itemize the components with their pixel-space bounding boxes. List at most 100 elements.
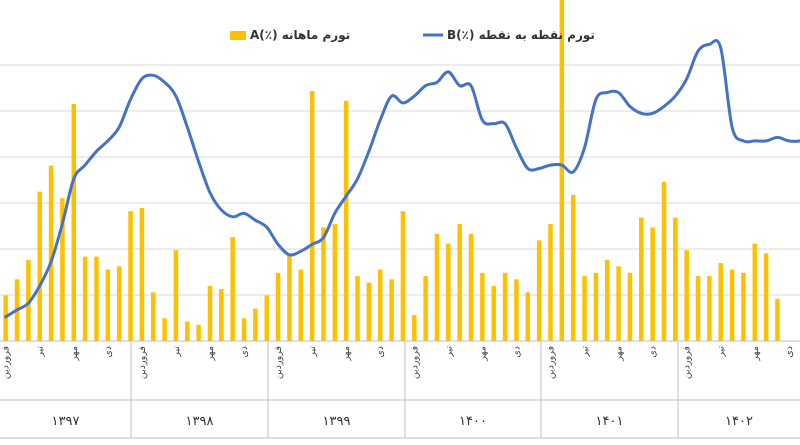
month-tick-label: دی [103,346,114,358]
monthly-inflation-bar [457,224,462,341]
monthly-inflation-bar [695,276,701,341]
year-label: ۱۴۰۱ [596,414,624,429]
legend-label-point-inflation: تورم نقطه به نقطه (٪)B [447,28,595,43]
monthly-inflation-bar [298,269,304,341]
monthly-inflation-bar [71,103,77,342]
legend-label-monthly-inflation: تورم ماهانه (٪)A [250,28,350,43]
monthly-inflation-bar [593,272,599,341]
point-inflation-line-layer [4,38,800,319]
monthly-inflation-bar [650,227,655,341]
monthly-inflation-bar [763,253,769,341]
month-tick-label: فروردین [1,346,12,379]
monthly-inflation-bar [616,266,621,341]
monthly-inflation-bar [604,259,610,341]
month-tick-label: مهر [69,346,80,362]
monthly-inflation-bar [389,279,394,341]
monthly-inflation-bar [94,256,99,341]
month-tick-label: تیر [443,346,454,358]
monthly-inflation-bar [185,321,190,341]
monthly-inflation-bar [514,279,519,341]
monthly-inflation-bar [139,207,145,341]
monthly-inflation-bar [173,250,179,341]
monthly-inflation-bar [366,282,372,341]
monthly-inflation-bar [570,194,576,341]
monthly-inflation-bar [434,233,440,341]
month-tick-label: دی [239,346,250,358]
monthly-inflation-bar [309,90,315,341]
legend-bar-swatch [230,31,246,40]
monthly-inflation-bar [253,308,258,341]
monthly-inflation-bar [105,269,111,341]
x-axis: ۱۳۹۷ ۱۳۹۸ ۱۳۹۹ ۱۴۰۰ ۱۴۰۱ ۱۴۰۲ فروردین تیر مهر دی ف… [0,340,800,439]
month-tick-label: مهر [205,346,216,362]
monthly-inflation-bar [627,272,633,341]
monthly-inflation-bar [639,217,644,341]
monthly-inflation-bar [37,191,42,341]
monthly-inflation-bar [332,224,338,341]
monthly-inflation-bar [684,250,689,341]
month-tick-label: مهر [614,346,625,362]
monthly-inflation-bar [661,181,667,341]
monthly-inflation-bar [128,211,133,341]
monthly-inflation-bar [548,224,553,341]
monthly-inflation-bar [377,269,383,341]
monthly-inflation-bar [446,243,451,341]
monthly-inflation-bar [400,211,406,341]
monthly-inflation-bar [729,269,735,341]
month-tick-label: تیر [35,346,46,358]
monthly-inflation-bar [741,272,746,341]
month-tick-label: دی [784,346,795,358]
month-tick-label: تیر [580,346,591,358]
monthly-inflation-bar [150,292,156,341]
monthly-inflation-bars [3,0,780,342]
month-tick-label: تیر [716,346,727,358]
month-tick-label: دی [511,346,522,358]
month-tick-label: فروردین [409,346,420,379]
monthly-inflation-bar [775,298,780,341]
month-tick-label: مهر [750,346,761,362]
month-tick-label: مهر [477,346,488,362]
year-label: ۱۳۹۸ [186,414,214,429]
monthly-inflation-bar [559,0,565,342]
monthly-inflation-bar [502,272,508,341]
year-label: ۱۳۹۷ [52,414,80,429]
month-tick-label: مهر [341,346,352,362]
year-label: ۱۴۰۲ [725,414,753,429]
monthly-inflation-bar [480,272,485,341]
monthly-inflation-bar [207,285,213,341]
monthly-inflation-bar [423,276,428,341]
month-tick-label: فروردین [137,346,148,379]
monthly-inflation-bar [219,289,224,341]
gridlines [0,64,800,296]
monthly-inflation-bar [355,276,360,341]
monthly-inflation-bar [116,266,122,341]
monthly-inflation-bar [468,233,474,341]
month-tick-label: تیر [171,346,182,358]
month-tick-label: فروردین [546,346,557,379]
monthly-inflation-bar [82,256,88,341]
monthly-inflation-bar [275,272,281,341]
monthly-inflation-bar [241,318,247,341]
monthly-inflation-bar [752,243,758,341]
month-tick-label: دی [648,346,659,358]
year-label: ۱۴۰۰ [459,414,487,429]
monthly-inflation-bar [673,217,678,341]
monthly-inflation-bar [343,100,349,341]
monthly-inflation-bar [287,253,292,341]
monthly-inflation-bar [536,240,542,341]
monthly-inflation-bar [491,285,496,341]
monthly-inflation-bar [582,276,587,341]
year-label: ۱۳۹۹ [323,414,351,429]
monthly-inflation-bar [60,198,65,341]
month-tick-label: دی [375,346,386,358]
monthly-inflation-bar [321,227,326,341]
monthly-inflation-bar [525,292,531,341]
monthly-inflation-bar [48,165,54,341]
monthly-inflation-bar [26,259,31,341]
monthly-inflation-bar [718,263,723,341]
legend: تورم نقطه به نقطه (٪)B تورم ماهانه (٪)A [230,28,595,43]
monthly-inflation-bar [162,318,167,341]
monthly-inflation-bar [412,315,417,341]
point-inflation-line [4,38,800,319]
